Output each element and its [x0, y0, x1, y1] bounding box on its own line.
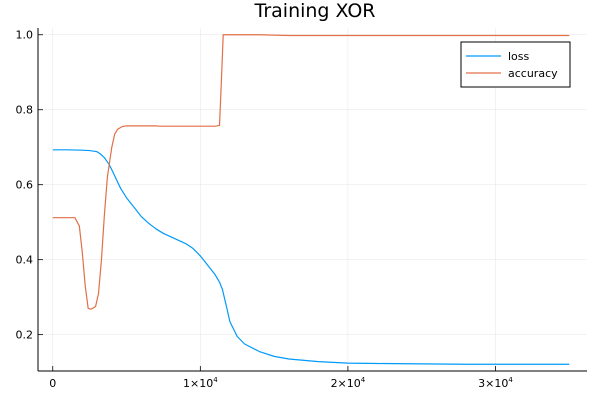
x-tick-label: 1×104 [183, 376, 218, 390]
grid [38, 28, 587, 371]
series-line-loss [52, 149, 570, 365]
y-tick-label: 0.6 [16, 179, 34, 192]
x-tick-label: 2×104 [331, 376, 366, 390]
legend: loss accuracy [460, 41, 571, 88]
legend-box [460, 41, 571, 88]
x-tick-exponent: 4 [213, 376, 218, 384]
x-tick-mantissa: 2×10 [331, 377, 361, 390]
y-tick-label: 0.4 [16, 254, 34, 267]
x-tick-label: 3×104 [478, 376, 513, 390]
x-tick-exponent: 4 [508, 376, 513, 384]
y-tick-label: 0.2 [16, 329, 34, 342]
y-tick-label: 1.0 [16, 29, 34, 42]
legend-label: accuracy [508, 67, 558, 80]
x-tick-mantissa: 1×10 [183, 377, 213, 390]
legend-label: loss [508, 50, 530, 63]
x-tick-label: 0 [49, 377, 56, 390]
y-tick-label: 0.8 [16, 104, 34, 117]
axes: 0.20.40.60.81.00 1×104 2×104 3×104 [16, 28, 587, 390]
x-tick-mantissa: 0 [49, 377, 56, 390]
series-lines [52, 34, 570, 365]
x-tick-exponent: 4 [361, 376, 366, 384]
series-line-accuracy [52, 34, 570, 310]
x-tick-mantissa: 3×10 [478, 377, 508, 390]
chart-title: Training XOR [254, 0, 376, 22]
